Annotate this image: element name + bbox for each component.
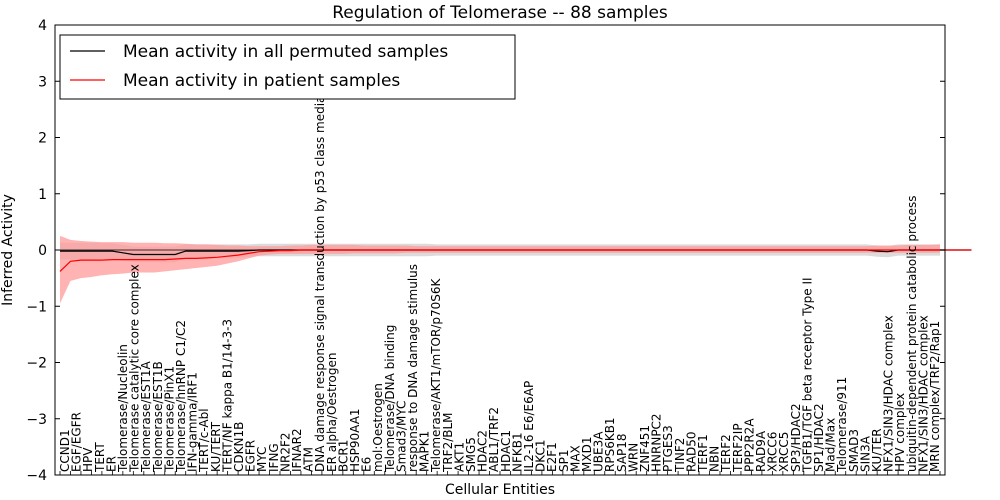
x-tick-label: NFX1/SIN3/HDAC complex <box>882 315 896 472</box>
tick-layer: −4−3−2−101234CCND1EGF/EGFRHPVTERTERTelom… <box>26 18 945 484</box>
x-tick-label: IFNAR2 <box>290 428 304 472</box>
x-tick-label: TERT <box>93 442 107 473</box>
x-tick-label: MRN complex/TRF2/Rap1 <box>928 321 942 472</box>
x-tick-label: SP1/HDAC2 <box>812 403 826 472</box>
x-tick-label: TERF2IP <box>731 423 745 473</box>
x-tick-label: IFNG <box>267 443 281 472</box>
legend-label-permuted: Mean activity in all permuted samples <box>123 42 448 62</box>
x-tick-label: NR2F2 <box>278 433 292 473</box>
y-tick-label: 1 <box>38 187 47 203</box>
x-tick-label: XRCC5 <box>777 432 791 472</box>
x-tick-label: DNA damage response signal transduction … <box>313 79 327 472</box>
x-tick-label: E2F1 <box>545 442 559 472</box>
legend-box <box>59 34 516 100</box>
x-tick-label: RAD9A <box>754 430 768 472</box>
x-tick-label: NBN <box>708 446 722 472</box>
y-tick-label: 3 <box>38 74 47 90</box>
x-tick-label: SP1 <box>557 450 571 473</box>
x-tick-label: XRCC6 <box>766 432 780 472</box>
x-tick-label: TERT/c-Abl <box>197 408 211 473</box>
plot-layer <box>55 235 972 304</box>
x-tick-label: ZNF451 <box>638 425 652 472</box>
x-tick-label: TERT/NF kappa B1/14-3-3 <box>220 319 234 473</box>
y-tick-label: 4 <box>38 18 47 34</box>
x-tick-label: Telomerase/EST1A <box>139 360 153 473</box>
x-tick-label: NFX1/SIN3/HDAC complex <box>916 315 930 472</box>
x-tick-label: TGFB1/TGF beta receptor Type II <box>800 277 814 473</box>
x-tick-label: Smad3/MYC <box>394 401 408 472</box>
x-tick-label: TRF2/BLM <box>441 412 455 473</box>
x-tick-label: SAP18 <box>615 433 629 472</box>
x-tick-label: mol:Oestrogen <box>371 383 385 472</box>
y-axis-label: Inferred Activity <box>0 194 16 306</box>
x-tick-label: Telomerase/AKT1/mTOR/p70S6K <box>429 277 443 473</box>
x-tick-label: IL2-16 E6/E6AP <box>522 381 536 472</box>
x-tick-label: PPP2R2A <box>742 418 756 472</box>
x-tick-label: SMAD3 <box>847 429 861 472</box>
x-tick-label: HDAC1 <box>499 430 513 472</box>
x-tick-label: EGFR <box>244 440 258 472</box>
x-tick-label: HNRNPC2 <box>650 413 664 472</box>
x-tick-label: WRN <box>626 443 640 472</box>
x-tick-label: response to DNA damage stimulus <box>406 264 420 472</box>
x-tick-label: KU/TER <box>870 428 884 472</box>
y-tick-label: −4 <box>26 468 47 484</box>
x-tick-label: Telomerase/Nucleolin <box>116 344 130 473</box>
x-tick-label: KU/TERT <box>209 421 223 472</box>
x-tick-label: MAX <box>568 445 582 472</box>
x-tick-label: TINF2 <box>673 438 687 473</box>
x-tick-label: SP3/HDAC2 <box>789 403 803 472</box>
y-tick-label: −3 <box>26 412 47 428</box>
x-tick-label: CDKN1B <box>232 422 246 472</box>
x-tick-label: NFKB1 <box>510 432 524 472</box>
y-tick-label: 0 <box>38 243 47 259</box>
x-tick-label: IFN-gamma/IRF1 <box>186 372 200 472</box>
x-tick-label: RAD50 <box>684 431 698 472</box>
chart-title: Regulation of Telomerase -- 88 samples <box>332 3 668 23</box>
x-tick-label: RPS6KB1 <box>603 417 617 472</box>
y-tick-label: −2 <box>26 356 47 372</box>
x-tick-label: ER <box>104 456 118 472</box>
x-tick-label: PTGES3 <box>661 425 675 472</box>
x-tick-label: Telomerase/911 <box>835 377 849 473</box>
patient-band <box>60 235 940 304</box>
x-tick-label: BCR1 <box>336 440 350 472</box>
x-tick-label: CCND1 <box>58 429 72 472</box>
x-tick-label: Telomerase/DNA binding <box>383 325 397 473</box>
legend-label-patient: Mean activity in patient samples <box>123 71 400 91</box>
y-tick-label: 2 <box>38 131 47 147</box>
y-tick-label: −1 <box>26 299 47 315</box>
x-tick-label: AKT1 <box>452 442 466 472</box>
x-tick-label: Telomerase/hnRNP C1/C2 <box>174 320 188 473</box>
axes-frame <box>54 24 946 476</box>
x-tick-label: HDAC2 <box>476 430 490 472</box>
x-tick-label: DKC1 <box>534 440 548 472</box>
x-tick-label: Mad/Max <box>824 418 838 472</box>
x-tick-label: E6 <box>360 457 374 472</box>
x-tick-label: HPV <box>81 447 95 472</box>
x-tick-label: UBE3A <box>592 431 606 472</box>
x-tick-label: MYC <box>255 447 269 472</box>
patient-mean-line <box>59 249 972 272</box>
x-tick-label: MAPK1 <box>418 431 432 472</box>
x-tick-label: ubiquitin-dependent protein catabolic pr… <box>905 196 919 472</box>
x-tick-label: HPV complex <box>893 393 907 472</box>
x-tick-label: MXD1 <box>580 437 594 472</box>
x-tick-label: ABL1/TRF2 <box>487 407 501 472</box>
x-tick-label: Telomerase catalytic core complex <box>128 264 142 473</box>
x-tick-label: TERF1 <box>696 434 710 473</box>
x-tick-label: EGF/EGFR <box>70 412 84 472</box>
x-tick-label: HSP90AA1 <box>348 408 362 472</box>
x-axis-label: Cellular Entities <box>445 482 555 498</box>
x-tick-label: SIN3A <box>858 435 872 472</box>
x-tick-label: Telomerase/EST1B <box>151 361 165 473</box>
x-tick-label: TERF2 <box>719 434 733 473</box>
legend: Mean activity in all permuted samples Me… <box>59 34 516 100</box>
x-tick-label: SMG5 <box>464 437 478 472</box>
x-tick-label: Telomerase/PinX1 <box>162 366 176 473</box>
x-tick-label: ATM <box>302 447 316 472</box>
x-tick-label: ER alpha/Oestrogen <box>325 353 339 472</box>
